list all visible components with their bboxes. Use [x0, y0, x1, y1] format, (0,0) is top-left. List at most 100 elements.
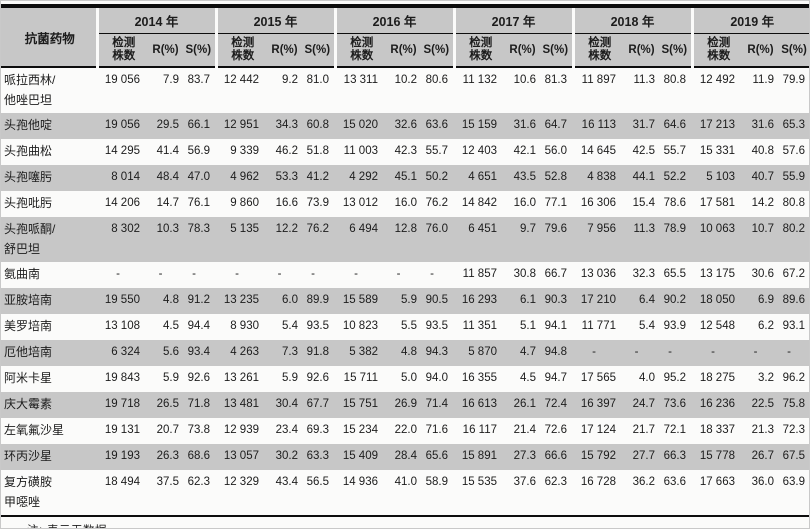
resistant-pct-value: 7.3 [268, 340, 301, 366]
susceptible-pct-value: 81.3 [544, 74, 567, 86]
susceptible-pct-value: 55.9 [777, 165, 809, 191]
strains-tested-value: 5 382 [335, 340, 387, 366]
resistant-pct-value: 37.6 [513, 476, 536, 488]
resistant-pct-value: 41.0 [394, 476, 417, 488]
susceptible-pct-value: 72.1 [663, 424, 686, 436]
resistant-pct-value: 28.4 [387, 444, 420, 470]
resistant-pct-value: - [158, 268, 163, 280]
drug-name: 厄他培南 [1, 340, 97, 366]
strains-tested-value: 15 020 [335, 113, 387, 139]
strains-tested-value: 11 897 [581, 74, 616, 86]
strains-tested-value: 19 056 [104, 74, 140, 86]
resistant-pct-value: 46.2 [275, 145, 298, 157]
susceptible-pct-value: 68.6 [182, 444, 216, 470]
susceptible-pct-value: 41.2 [301, 165, 335, 191]
strains-tested-header: 检测 株数 [690, 33, 744, 68]
table-row: 阿米卡星 19 843 5.9 92.6 13 261 5.9 92.6 15 711 5.0 9… [1, 366, 809, 392]
resistant-pct-value: 5.6 [149, 340, 182, 366]
susceptible-pct-value: 94.0 [425, 372, 448, 384]
strains-tested-value: 18 050 [692, 288, 744, 314]
strains-tested-line: 株数 [707, 50, 731, 62]
drug-name-line: 亚胺培南 [4, 293, 53, 307]
susceptible-pct-value: 62.3 [187, 476, 210, 488]
resistant-pct-value: 10.6 [513, 74, 536, 86]
strains-tested-value: 19 550 [97, 288, 149, 314]
drug-name: 美罗培南 [1, 314, 97, 340]
susceptible-pct-value: 90.5 [420, 288, 454, 314]
susceptible-pct-value: 63.3 [301, 444, 335, 470]
susceptible-pct-value: 64.7 [539, 113, 573, 139]
resistant-pct-value: 6.1 [506, 288, 539, 314]
resistant-pct-header: R(%) [625, 33, 658, 68]
susceptible-pct-value: 71.6 [425, 424, 448, 436]
resistant-pct-value: 21.3 [751, 424, 774, 436]
drug-name-line: 环丙沙星 [4, 449, 53, 463]
drug-name: 环丙沙星 [1, 444, 97, 470]
strains-tested-value: 11 132 [462, 74, 497, 86]
susceptible-pct-value: 52.8 [539, 165, 573, 191]
drug-name: 头孢曲松 [1, 139, 97, 165]
strains-tested-value: 14 295 [104, 145, 140, 157]
resistant-pct-value: 14.2 [751, 197, 774, 209]
susceptible-pct-value: 73.8 [187, 424, 210, 436]
drug-name-line: 阿米卡星 [4, 371, 53, 385]
susceptible-pct-value: 55.7 [663, 145, 686, 157]
strains-tested-value: 13 311 [343, 74, 378, 86]
year-header: 2017 年 [452, 4, 573, 34]
year-header: 2019 年 [690, 4, 809, 34]
resistant-pct-value: 11.3 [633, 74, 655, 86]
resistant-pct-value: 4.7 [506, 340, 539, 366]
resistant-pct-value: 30.6 [751, 268, 774, 280]
susceptible-pct-value: 89.6 [777, 288, 809, 314]
susceptible-pct-value: 94.4 [187, 320, 210, 332]
susceptible-pct-value: 90.2 [658, 288, 692, 314]
strains-tested-line: 株数 [350, 50, 374, 62]
susceptible-pct-value: 78.3 [182, 217, 216, 262]
susceptible-pct-value: - [192, 268, 196, 280]
resistant-pct-header: R(%) [149, 33, 182, 68]
strains-tested-value: - [354, 268, 358, 280]
susceptible-pct-value: 80.8 [782, 197, 805, 209]
resistant-pct-value: 5.1 [520, 320, 536, 332]
susceptible-pct-value: 75.8 [777, 392, 809, 418]
resistance-table: 抗菌药物 2014 年 2015 年 2016 年 2017 年 2018 年 2019 年… [1, 4, 809, 517]
susceptible-pct-value: 93.9 [663, 320, 686, 332]
strains-tested-value: 6 324 [97, 340, 149, 366]
drug-name: 头孢噻肟 [1, 165, 97, 191]
resistant-pct-value: 15.4 [632, 197, 655, 209]
resistant-pct-value: 43.5 [506, 165, 539, 191]
susceptible-pct-value: 50.2 [420, 165, 454, 191]
susceptible-pct-value: 80.8 [663, 74, 686, 86]
table-header: 抗菌药物 2014 年 2015 年 2016 年 2017 年 2018 年 2019 年… [1, 4, 809, 68]
year-header: 2014 年 [95, 4, 216, 34]
strains-tested-value: 16 117 [462, 424, 497, 436]
susceptible-pct-value: 72.4 [539, 392, 573, 418]
resistant-pct-value: 9.7 [506, 217, 539, 262]
drug-name: 头孢哌酮/舒巴坦 [1, 217, 97, 262]
strains-tested-value: 15 159 [454, 113, 506, 139]
susceptible-pct-value: 66.1 [182, 113, 216, 139]
strains-tested-header: 检测 株数 [95, 33, 149, 68]
susceptible-pct-value: 90.3 [539, 288, 573, 314]
susceptible-pct-value: 66.6 [539, 444, 573, 470]
strains-tested-value: 13 057 [216, 444, 268, 470]
strains-tested-value: 13 175 [699, 268, 735, 280]
table-row: 头孢噻肟 8 014 48.4 47.0 4 962 53.3 41.2 4 292 45.1 5… [1, 165, 809, 191]
resistant-pct-value: 23.4 [275, 424, 298, 436]
susceptible-pct-value: 94.3 [420, 340, 454, 366]
susceptible-pct-value: - [777, 340, 809, 366]
resistant-pct-value: 11.3 [625, 217, 658, 262]
resistant-pct-value: 40.7 [744, 165, 777, 191]
resistant-pct-value: 22.0 [394, 424, 417, 436]
strains-tested-line: 检测 [112, 37, 136, 49]
resistant-pct-value: - [396, 268, 401, 280]
drug-name: 氨曲南 [1, 262, 97, 288]
table-row: 左氧氟沙星 19 131 20.7 73.8 12 939 23.4 69.3 15 234 2… [1, 418, 809, 444]
susceptible-pct-value: 92.6 [187, 372, 210, 384]
resistant-pct-value: 30.8 [513, 268, 536, 280]
strains-tested-line: 检测 [707, 37, 731, 49]
resistant-pct-value: 42.3 [394, 145, 417, 157]
strains-tested-value: 6 494 [335, 217, 387, 262]
strains-tested-value: 12 951 [216, 113, 268, 139]
